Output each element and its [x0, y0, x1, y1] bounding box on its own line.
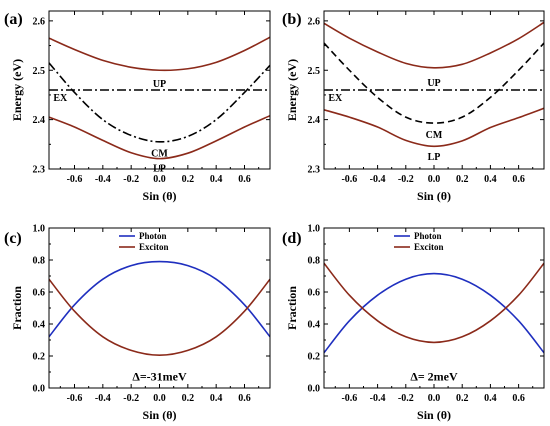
x-tick-label: 0.6: [512, 174, 525, 185]
y-tick-label: 0.0: [308, 384, 321, 395]
annotation: EX: [53, 93, 68, 104]
annotation: Δ=-31meV: [132, 369, 187, 383]
y-tick-label: 2.5: [33, 66, 46, 77]
y-tick-label: 2.4: [33, 115, 46, 126]
legend-entry: Exciton: [414, 242, 444, 252]
y-tick-label: 0.2: [33, 352, 46, 363]
series-line-cm: [324, 42, 544, 124]
y-tick-label: 0.8: [33, 256, 46, 267]
x-tick-label: 0.0: [153, 174, 166, 185]
x-tick-label: -0.4: [95, 393, 111, 404]
y-tick-label: 0.4: [33, 320, 46, 331]
legend-entry: Exciton: [139, 242, 169, 252]
annotation: UP: [153, 79, 166, 90]
y-tick-label: 0.6: [308, 288, 321, 299]
x-tick-label: -0.4: [370, 174, 386, 185]
x-tick-label: 0.2: [456, 174, 469, 185]
x-tick-label: 0.6: [238, 393, 251, 404]
x-tick-label: 0.4: [210, 393, 223, 404]
x-tick-label: -0.2: [398, 174, 414, 185]
legend-entry: Photon: [414, 231, 442, 241]
series-group: [324, 21, 544, 148]
x-tick-label: 0.4: [210, 174, 223, 185]
series-group: [49, 260, 270, 357]
plot-frame: [323, 227, 545, 389]
series-line-exciton: [324, 262, 544, 344]
y-tick-label: 2.6: [308, 16, 321, 27]
annotation: LP: [428, 152, 441, 163]
panel-label: (b): [282, 11, 302, 28]
x-tick-label: 0.2: [182, 174, 195, 185]
y-tick-label: 2.3: [33, 165, 46, 176]
x-tick-label: -0.2: [123, 393, 139, 404]
panel-c: -0.6 -0.4 -0.2 0.0 0.2 0.4 0.6 0.0 0.2 0.4 0.6 0.8 1…: [4, 224, 271, 422]
y-tick-label: 1.0: [308, 224, 321, 235]
x-tick-label: -0.6: [67, 174, 83, 185]
panel-label: (a): [4, 11, 23, 28]
legend-entry: Photon: [139, 231, 167, 241]
y-tick-label: 0.6: [33, 288, 46, 299]
panel-label: (d): [282, 230, 302, 247]
y-tick-label: 2.5: [308, 66, 321, 77]
x-tick-label: 0.4: [484, 174, 497, 185]
x-axis-title: Sin (θ): [417, 408, 451, 422]
series-line-exciton: [49, 278, 270, 357]
y-axis-title: Fraction: [285, 286, 299, 330]
y-axis-title: Energy (eV): [285, 59, 299, 121]
series-line-up: [49, 36, 270, 72]
annotation: EX: [328, 93, 343, 104]
series-line-cm: [49, 62, 270, 143]
x-tick-label: -0.2: [398, 393, 414, 404]
x-tick-label: 0.6: [512, 393, 525, 404]
annotation: CM: [426, 130, 443, 141]
series-line-lp: [49, 114, 270, 160]
annotation: Δ= 2meV: [410, 369, 458, 383]
x-tick-label: -0.4: [95, 174, 111, 185]
y-tick-label: 0.4: [308, 320, 321, 331]
annotation: LP: [153, 164, 166, 175]
x-tick-label: -0.6: [341, 174, 357, 185]
series-line-up: [324, 21, 544, 69]
x-tick-label: -0.6: [67, 393, 83, 404]
x-tick-label: 0.2: [456, 393, 469, 404]
panel-d: -0.6 -0.4 -0.2 0.0 0.2 0.4 0.6 0.0 0.2 0.4 0.6 0.8 1…: [282, 224, 545, 422]
series-line-photon: [324, 272, 544, 354]
x-axis-title: Sin (θ): [143, 408, 177, 422]
x-tick-label: -0.6: [341, 393, 357, 404]
annotation: CM: [151, 149, 168, 160]
series-line-lp: [324, 107, 544, 148]
panel-a: -0.6 -0.4 -0.2 0.0 0.2 0.4 0.6 2.3 2.4 2.5 2.6 Sin …: [4, 10, 271, 203]
panel-b: -0.6 -0.4 -0.2 0.0 0.2 0.4 0.6 2.3 2.4 2.5 2.6 Sin …: [282, 10, 545, 203]
y-tick-label: 2.4: [308, 115, 321, 126]
x-tick-label: 0.6: [238, 174, 251, 185]
y-tick-label: 0.0: [33, 384, 46, 395]
x-tick-label: 0.4: [484, 393, 497, 404]
x-tick-label: 0.0: [428, 174, 441, 185]
y-tick-label: 1.0: [33, 224, 46, 235]
series-line-photon: [49, 260, 270, 338]
x-tick-label: 0.0: [153, 393, 166, 404]
y-axis-title: Fraction: [10, 286, 24, 330]
y-tick-label: 2.3: [308, 165, 321, 176]
y-axis-title: Energy (eV): [10, 59, 24, 121]
plot-frame: [48, 227, 271, 389]
x-axis-title: Sin (θ): [143, 189, 177, 203]
y-tick-label: 2.6: [33, 16, 46, 27]
x-axis-title: Sin (θ): [417, 189, 451, 203]
x-tick-label: 0.0: [428, 393, 441, 404]
series-group: [324, 262, 544, 354]
series-group: [49, 36, 270, 160]
panel-label: (c): [4, 230, 22, 247]
y-tick-label: 0.8: [308, 256, 321, 267]
x-tick-label: 0.2: [182, 393, 195, 404]
annotation: UP: [427, 78, 440, 89]
x-tick-label: -0.4: [370, 393, 386, 404]
y-tick-label: 0.2: [308, 352, 321, 363]
x-tick-label: -0.2: [123, 174, 139, 185]
